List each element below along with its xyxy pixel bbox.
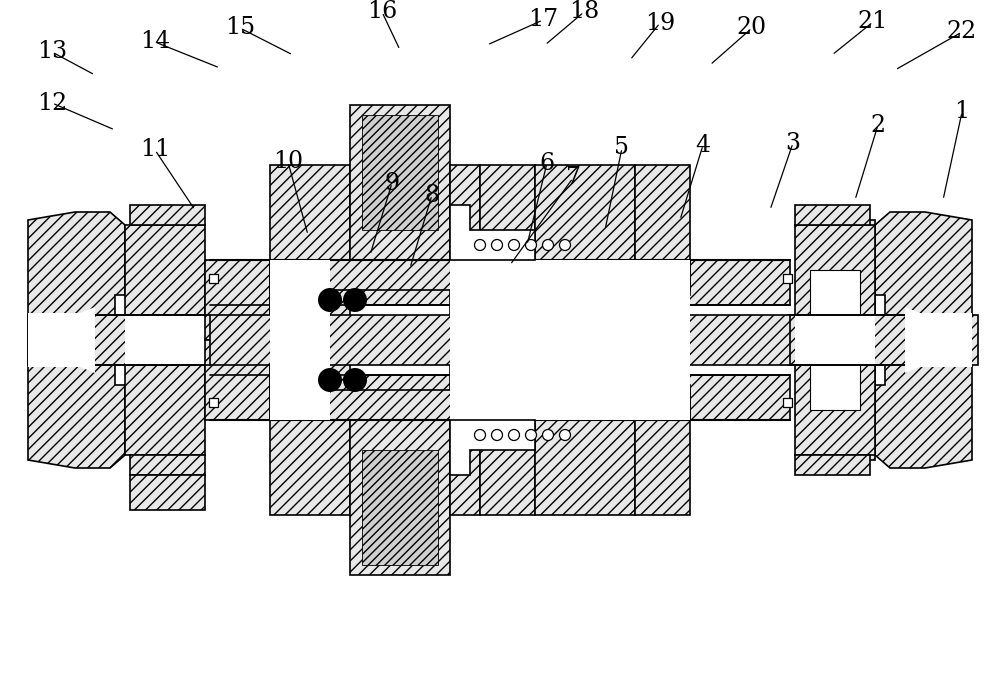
Bar	[270, 260, 330, 340]
Text: 11: 11	[140, 139, 170, 161]
Text: 2: 2	[870, 113, 886, 137]
Text: 9: 9	[384, 172, 400, 195]
Bar	[209, 398, 218, 407]
Circle shape	[509, 429, 520, 440]
Bar	[450, 340, 690, 420]
Text: 3: 3	[786, 132, 800, 154]
Text: 19: 19	[645, 12, 675, 34]
Polygon shape	[28, 307, 95, 373]
Text: 21: 21	[858, 10, 888, 34]
Text: 8: 8	[424, 183, 440, 206]
Circle shape	[492, 239, 503, 250]
Text: 16: 16	[367, 1, 397, 23]
Bar	[535, 165, 635, 295]
Bar	[209, 274, 218, 283]
Bar	[450, 340, 480, 515]
Polygon shape	[28, 212, 125, 468]
Bar	[210, 375, 790, 420]
Circle shape	[475, 239, 486, 250]
Bar	[130, 455, 205, 475]
Bar	[270, 165, 350, 340]
Bar	[480, 165, 535, 295]
Text: 20: 20	[737, 16, 767, 40]
Text: 13: 13	[37, 40, 67, 64]
Polygon shape	[905, 307, 972, 373]
Bar	[350, 420, 450, 575]
Text: 17: 17	[528, 8, 558, 32]
Circle shape	[509, 239, 520, 250]
Polygon shape	[875, 212, 972, 468]
Bar	[205, 260, 270, 340]
Text: 5: 5	[614, 137, 630, 160]
Bar	[125, 225, 205, 455]
Bar	[810, 270, 860, 410]
Bar	[783, 398, 792, 407]
Bar	[362, 450, 438, 565]
Bar	[635, 165, 690, 295]
Bar	[210, 315, 790, 365]
Bar	[450, 260, 690, 340]
Text: 10: 10	[273, 150, 303, 174]
Text: 4: 4	[695, 134, 711, 156]
Bar	[635, 385, 690, 515]
Text: 6: 6	[539, 152, 555, 174]
Circle shape	[560, 429, 570, 440]
Text: 15: 15	[225, 16, 255, 40]
Bar	[205, 340, 270, 420]
Bar	[270, 340, 330, 420]
Bar	[783, 274, 792, 283]
Text: 7: 7	[566, 167, 580, 189]
Circle shape	[542, 239, 554, 250]
Circle shape	[492, 429, 503, 440]
Bar	[800, 220, 875, 460]
Circle shape	[526, 429, 536, 440]
Bar	[270, 390, 690, 420]
Circle shape	[526, 239, 536, 250]
Bar	[130, 205, 205, 225]
Bar	[130, 475, 205, 510]
Bar	[270, 260, 690, 290]
Circle shape	[542, 429, 554, 440]
Polygon shape	[450, 420, 535, 475]
Text: 18: 18	[569, 1, 599, 23]
Bar	[535, 385, 635, 515]
Text: 14: 14	[140, 30, 170, 54]
Bar	[350, 105, 450, 260]
Text: 1: 1	[954, 101, 970, 123]
Circle shape	[343, 288, 367, 312]
Bar	[28, 315, 210, 365]
Text: 12: 12	[37, 91, 67, 115]
Bar	[795, 315, 875, 365]
Circle shape	[318, 368, 342, 392]
Circle shape	[475, 429, 486, 440]
Bar	[788, 315, 978, 365]
Bar	[362, 115, 438, 230]
Text: 22: 22	[947, 21, 977, 43]
Bar	[125, 315, 205, 365]
Bar	[795, 205, 870, 225]
Circle shape	[560, 239, 570, 250]
Bar	[480, 385, 535, 515]
Bar	[450, 165, 480, 340]
Circle shape	[343, 368, 367, 392]
Bar	[795, 455, 870, 475]
Bar	[210, 260, 790, 305]
Circle shape	[318, 288, 342, 312]
Bar	[270, 340, 350, 515]
Bar	[795, 225, 875, 455]
Polygon shape	[450, 205, 535, 260]
